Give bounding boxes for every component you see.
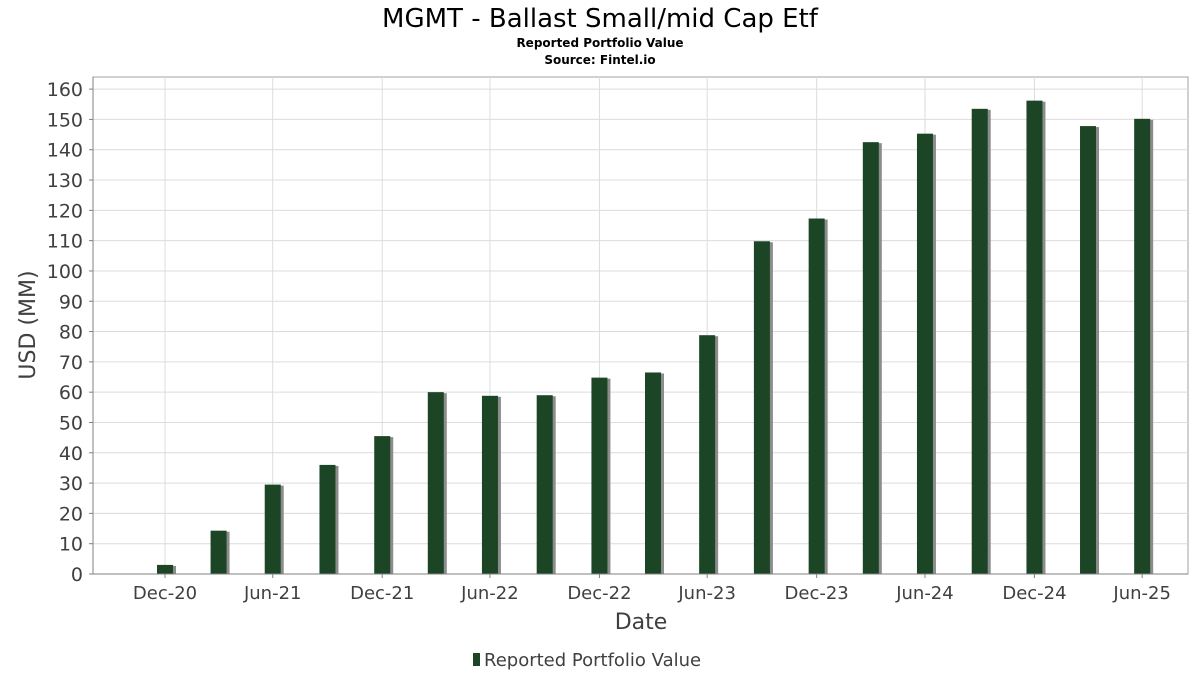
y-tick-label: 110 <box>47 231 83 253</box>
x-tick-label: Jun-25 <box>1112 583 1171 604</box>
y-tick-label: 120 <box>47 200 83 222</box>
bar <box>753 241 770 574</box>
x-tick-label: Dec-21 <box>350 583 414 604</box>
y-tick-label: 40 <box>59 443 83 465</box>
bar <box>1080 126 1097 574</box>
bar <box>374 436 391 574</box>
y-tick-labels: 0 10 20 30 40 50 60 70 80 90 100 110 120 130 140 150 160 <box>47 79 93 586</box>
bar <box>591 377 608 574</box>
bar <box>1134 118 1151 574</box>
y-tick-label: 10 <box>59 534 83 556</box>
x-tick-label: Dec-22 <box>567 583 631 604</box>
y-tick-label: 70 <box>59 352 83 374</box>
y-tick-label: 80 <box>59 322 83 344</box>
y-tick-label: 150 <box>47 109 83 131</box>
chart-title: MGMT - Ballast Small/mid Cap Etf <box>382 4 819 34</box>
bar <box>210 530 227 574</box>
bar <box>536 395 553 574</box>
x-axis-label: Date <box>615 610 668 635</box>
y-tick-label: 0 <box>71 564 83 586</box>
y-tick-label: 160 <box>47 79 83 101</box>
legend-swatch <box>473 653 480 666</box>
y-tick-label: 100 <box>47 261 83 283</box>
x-tick-label: Jun-24 <box>895 583 954 604</box>
bar <box>264 484 281 574</box>
y-tick-label: 20 <box>59 503 83 525</box>
bar <box>862 142 879 574</box>
y-tick-label: 90 <box>59 291 83 313</box>
bar <box>319 464 336 574</box>
y-tick-label: 130 <box>47 170 83 192</box>
x-tick-label: Dec-20 <box>133 583 197 604</box>
bar <box>157 564 174 574</box>
bar <box>916 133 933 575</box>
chart-source: Source: Fintel.io <box>544 53 655 67</box>
y-tick-label: 60 <box>59 382 83 404</box>
x-tick-labels: Dec-20 Jun-21 Dec-21 Jun-22 Dec-22 Jun-23 Dec-… <box>133 574 1171 604</box>
legend: Reported Portfolio Value <box>473 650 701 671</box>
x-tick-label: Jun-23 <box>677 583 736 604</box>
bars <box>157 100 1154 575</box>
bar <box>971 108 988 574</box>
y-tick-label: 140 <box>47 140 83 162</box>
bar <box>699 335 716 574</box>
plot-area <box>92 76 1189 575</box>
bar <box>1026 100 1043 574</box>
y-tick-label: 30 <box>59 473 83 495</box>
y-axis-label: USD (MM) <box>16 270 41 379</box>
x-tick-label: Jun-21 <box>243 583 302 604</box>
x-tick-label: Jun-22 <box>460 583 519 604</box>
y-tick-label: 50 <box>59 412 83 434</box>
bar <box>481 395 498 574</box>
x-tick-label: Dec-24 <box>1002 583 1066 604</box>
bar <box>427 392 444 574</box>
chart-subtitle: Reported Portfolio Value <box>516 36 683 50</box>
x-tick-label: Dec-23 <box>785 583 849 604</box>
bar <box>644 372 661 574</box>
bar <box>808 218 825 574</box>
legend-label: Reported Portfolio Value <box>484 650 701 671</box>
